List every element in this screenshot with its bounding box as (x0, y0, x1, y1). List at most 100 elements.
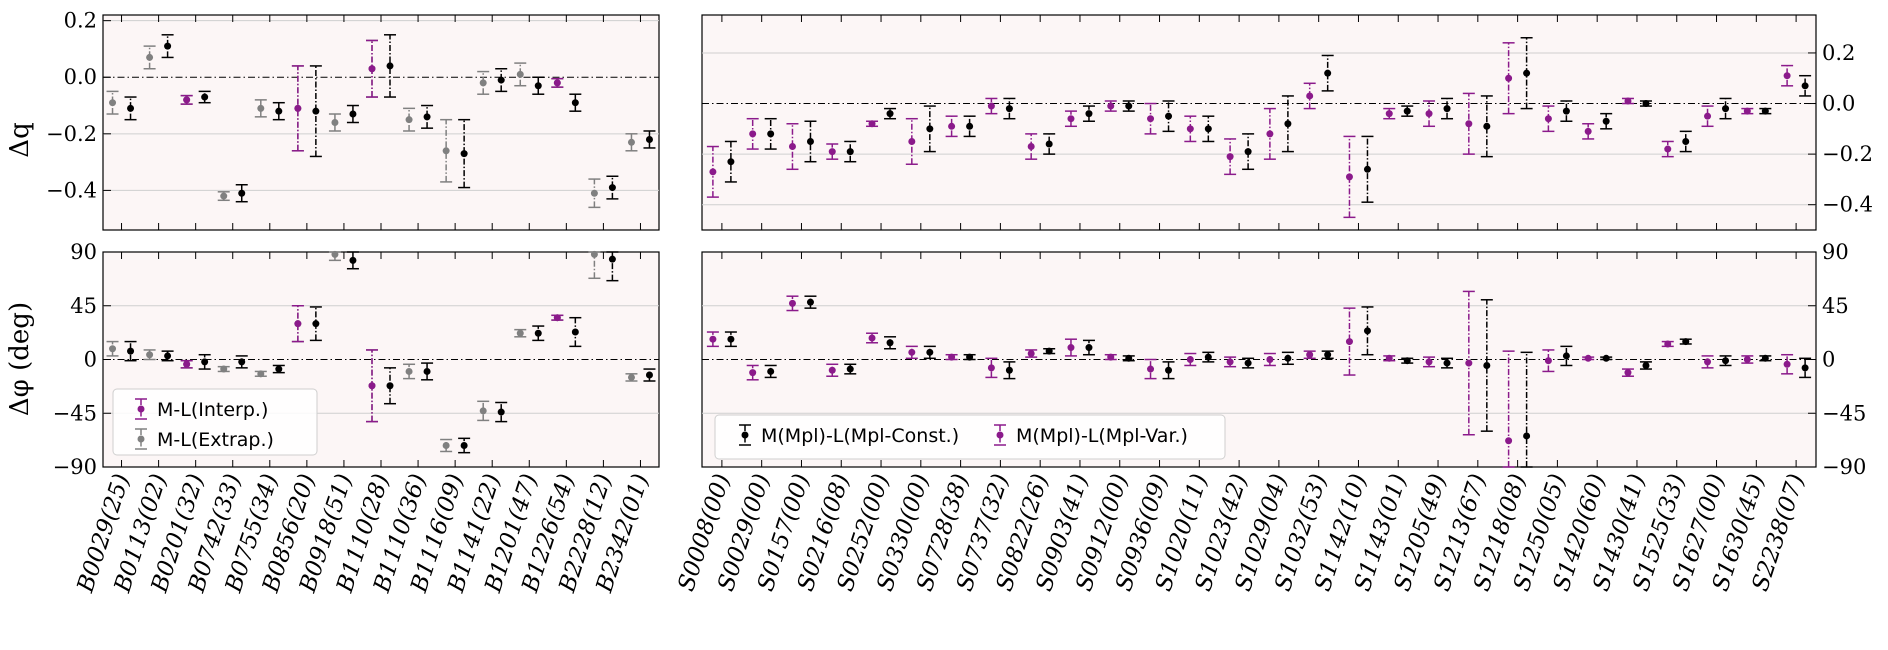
data-point (532, 76, 545, 95)
data-point (106, 340, 119, 357)
data-point (309, 306, 322, 342)
data-point (1043, 133, 1056, 155)
data-point (1263, 352, 1276, 367)
data-point (1741, 355, 1754, 364)
data-point (254, 99, 267, 118)
data-point (1361, 135, 1374, 203)
data-point (1104, 353, 1117, 361)
legend-label: M-L(Interp.) (157, 399, 268, 421)
marker (164, 352, 172, 360)
marker (1385, 354, 1393, 362)
data-point (1661, 140, 1674, 158)
marker (1186, 356, 1194, 363)
marker (386, 382, 394, 390)
data-point (1082, 105, 1095, 122)
data-point (1542, 349, 1555, 373)
marker (516, 329, 524, 337)
data-point (1003, 361, 1016, 380)
marker (1544, 115, 1552, 123)
marker (645, 135, 653, 143)
data-point (1263, 107, 1276, 160)
data-point (1025, 133, 1038, 160)
data-point (1144, 358, 1157, 380)
marker (788, 143, 796, 151)
marker (164, 42, 172, 50)
data-point (1423, 100, 1436, 128)
marker (201, 93, 209, 101)
marker (727, 158, 735, 166)
marker (1544, 357, 1552, 365)
data-point (235, 183, 248, 203)
data-point (963, 353, 976, 361)
data-point (421, 104, 434, 129)
marker (608, 184, 616, 192)
data-point (1401, 105, 1414, 117)
y-tick-label: −45 (1822, 401, 1866, 425)
marker (1266, 130, 1274, 138)
data-point (1224, 138, 1237, 176)
data-point (1423, 356, 1436, 368)
data-point (551, 77, 564, 88)
data-point (804, 295, 817, 309)
data-point (346, 251, 359, 270)
data-point (643, 368, 656, 382)
data-point (1799, 74, 1812, 97)
data-point (366, 349, 378, 423)
legend-label: M(Mpl)-L(Mpl-Const.) (761, 425, 959, 447)
data-point (1560, 345, 1573, 367)
data-point (180, 359, 193, 369)
marker (828, 366, 836, 374)
data-point (826, 363, 839, 377)
data-point (706, 331, 719, 348)
marker (1523, 69, 1531, 77)
data-point (1621, 368, 1634, 377)
y-tick-label: −0.4 (1822, 193, 1873, 217)
data-point (1600, 112, 1613, 130)
data-point (606, 175, 619, 200)
y-axis-label: Δφ (deg) (5, 302, 35, 416)
legend-sources: M(Mpl)-L(Mpl-Const.) M(Mpl)-L(Mpl-Var.) (714, 414, 1226, 460)
marker (846, 148, 854, 156)
data-point (124, 96, 137, 121)
data-point (1441, 97, 1454, 120)
y-axis-label: Δq (5, 122, 35, 157)
data-point (291, 65, 304, 152)
marker (1425, 110, 1433, 118)
data-point (923, 345, 936, 360)
marker (479, 79, 487, 87)
data-point (905, 345, 918, 360)
data-point (180, 94, 193, 105)
data-point (235, 355, 248, 369)
marker (1204, 125, 1212, 133)
marker (846, 365, 854, 373)
legend-label: M(Mpl)-L(Mpl-Var.) (1016, 425, 1188, 447)
data-point (161, 350, 174, 362)
marker (312, 107, 320, 115)
marker (257, 370, 265, 378)
marker (146, 351, 154, 359)
y-tick-label: 0.2 (64, 9, 97, 33)
marker (1045, 347, 1053, 355)
marker (1624, 97, 1632, 105)
data-point (905, 117, 918, 165)
marker (1602, 117, 1610, 125)
data-point (1480, 299, 1493, 432)
data-point (844, 140, 857, 163)
marker (127, 347, 135, 355)
marker (926, 125, 934, 133)
marker (1465, 359, 1473, 367)
data-point (1520, 37, 1533, 110)
marker (1147, 115, 1155, 123)
marker (1761, 354, 1769, 362)
y-tick-label: 0 (84, 348, 97, 372)
data-point (495, 68, 508, 93)
panel-dq-blazars: 0.2 0.0 −0.2 −0.4 Δq (5, 9, 660, 231)
y-tick-label: −0.2 (46, 122, 97, 146)
y-tick-label: 45 (1822, 294, 1849, 318)
data-point (403, 107, 416, 132)
data-point (421, 362, 434, 381)
marker (1642, 100, 1650, 108)
marker (405, 367, 413, 375)
marker (423, 367, 431, 375)
marker (1443, 105, 1451, 113)
